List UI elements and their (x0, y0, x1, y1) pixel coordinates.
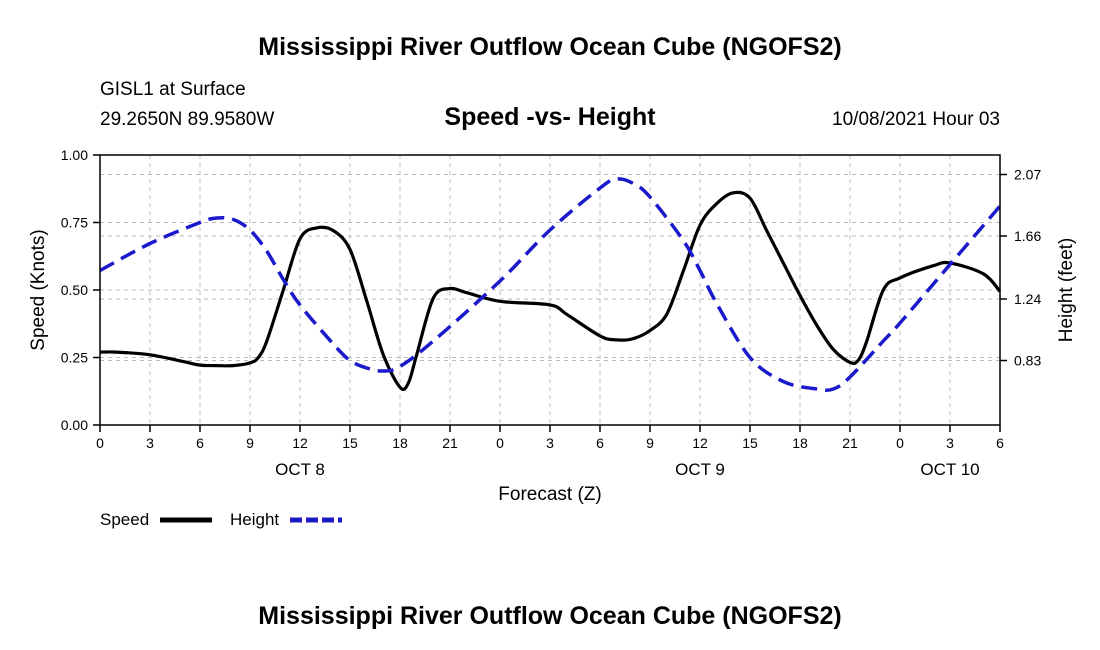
x-tick-label: 0 (896, 435, 904, 451)
y2-tick-label: 0.83 (1014, 353, 1041, 369)
x-tick-label: 15 (742, 435, 758, 451)
series-lines (99, 177, 1002, 392)
y2-tick-label: 2.07 (1014, 167, 1041, 183)
footer-title: Mississippi River Outflow Ocean Cube (NG… (258, 602, 841, 630)
x-tick-label: 9 (246, 435, 254, 451)
x-tick-label: 0 (496, 435, 504, 451)
chart-title: Mississippi River Outflow Ocean Cube (NG… (258, 33, 841, 61)
grid-lines (99, 154, 1001, 426)
legend: Speed Height (100, 510, 342, 529)
date-label: OCT 8 (275, 460, 325, 479)
x-tick-label: 18 (392, 435, 408, 451)
x-tick-label: 3 (546, 435, 554, 451)
x-axis-label: Forecast (Z) (498, 484, 601, 505)
series-line-speed (99, 190, 1002, 391)
y-tick-label: 0.25 (61, 350, 88, 366)
legend-speed-label: Speed (100, 510, 149, 529)
datetime-label: 10/08/2021 Hour 03 (832, 109, 1000, 130)
date-label: OCT 10 (920, 460, 979, 479)
axis-ticks: 0 3 6 9 12 15 18 21 0 3 6 9 12 15 18 21 0 3 6 OCT 8 OCT 9 OCT… (61, 147, 1042, 479)
x-tick-label: 0 (96, 435, 104, 451)
x-tick-label: 6 (996, 435, 1004, 451)
y-tick-label: 0.75 (61, 215, 88, 231)
chart-subtitle: Speed -vs- Height (444, 103, 656, 131)
x-tick-label: 15 (342, 435, 358, 451)
y-axis-label: Speed (Knots) (28, 229, 49, 350)
coordinates-label: 29.2650N 89.9580W (100, 109, 274, 130)
x-tick-label: 3 (946, 435, 954, 451)
x-tick-label: 9 (646, 435, 654, 451)
y2-tick-label: 1.66 (1014, 228, 1041, 244)
y-tick-label: 0.00 (61, 417, 88, 433)
y2-tick-label: 1.24 (1014, 291, 1041, 307)
series-line-height (99, 177, 1002, 392)
x-tick-label: 3 (146, 435, 154, 451)
y-tick-label: 1.00 (61, 147, 88, 163)
x-tick-label: 21 (842, 435, 858, 451)
date-label: OCT 9 (675, 460, 725, 479)
legend-height-label: Height (230, 510, 279, 529)
x-tick-label: 21 (442, 435, 458, 451)
x-tick-label: 6 (196, 435, 204, 451)
y2-axis-label: Height (feet) (1056, 238, 1077, 343)
x-tick-label: 12 (692, 435, 708, 451)
y-tick-label: 0.50 (61, 282, 88, 298)
x-tick-label: 6 (596, 435, 604, 451)
x-tick-label: 12 (292, 435, 308, 451)
station-label: GISL1 at Surface (100, 79, 246, 100)
x-tick-label: 18 (792, 435, 808, 451)
